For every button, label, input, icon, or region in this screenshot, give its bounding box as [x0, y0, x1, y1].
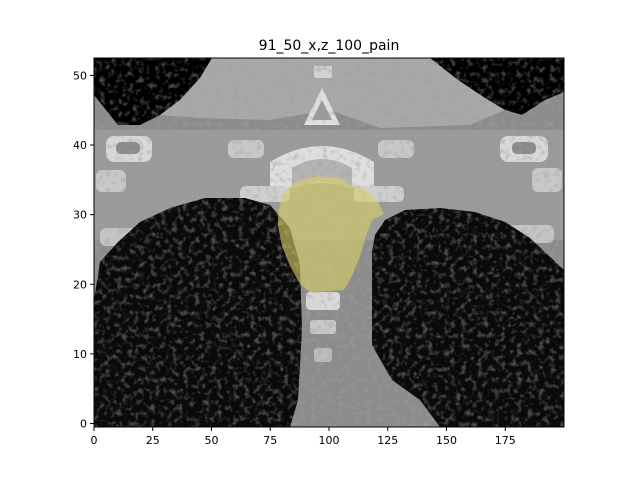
y-tick-label: 30	[73, 209, 87, 222]
x-tick-label: 50	[205, 434, 219, 447]
x-tick-label: 75	[263, 434, 277, 447]
y-tick-label: 50	[73, 69, 87, 82]
y-tick-label: 0	[80, 418, 87, 431]
y-tick-label: 20	[73, 278, 87, 291]
x-tick-label: 100	[319, 434, 340, 447]
figure-title: 91_50_x,z_100_pain	[259, 38, 400, 54]
x-tick-label: 25	[146, 434, 160, 447]
x-tick-label: 150	[436, 434, 457, 447]
segmentation-overlay	[278, 176, 384, 292]
x-tick-label: 0	[91, 434, 98, 447]
x-axis: 0 25 50 75 100 125 150 175	[91, 427, 516, 447]
ct-scan-image	[94, 58, 564, 427]
y-tick-label: 10	[73, 348, 87, 361]
y-tick-label: 40	[73, 139, 87, 152]
y-axis: 0 10 20 30 40 50	[73, 69, 94, 431]
x-tick-label: 125	[377, 434, 398, 447]
x-tick-label: 175	[495, 434, 516, 447]
